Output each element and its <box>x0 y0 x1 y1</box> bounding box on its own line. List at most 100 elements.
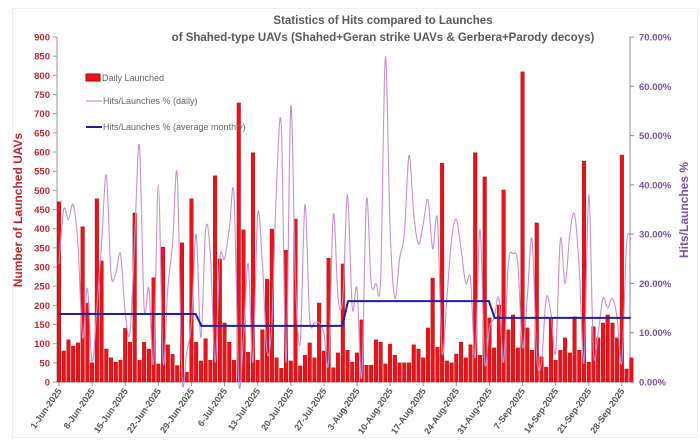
bar-daily-launched <box>402 362 407 383</box>
right-tick-label: 0.00% <box>639 378 666 389</box>
left-axis-title: Number of Launched UAVs <box>11 132 25 287</box>
x-tick-label: 17-Aug-2025 <box>389 386 428 436</box>
bar-daily-launched <box>260 329 265 383</box>
bar-daily-launched <box>274 357 279 383</box>
chart-title-line2: of Shahed-type UAVs (Shahed+Geran strike… <box>172 32 595 44</box>
left-tick-label: 250 <box>34 282 50 293</box>
bar-daily-launched <box>388 343 393 383</box>
line-average-monthly-percent <box>59 300 631 327</box>
bar-daily-launched <box>232 359 237 383</box>
x-tick-label: 27-Jul-2025 <box>292 386 328 432</box>
bar-daily-launched <box>170 354 175 383</box>
bar-daily-launched <box>378 341 383 383</box>
x-tick-label: 10-Aug-2025 <box>356 386 395 436</box>
bar-daily-launched <box>246 351 251 383</box>
bar-daily-launched <box>586 361 591 383</box>
bar-daily-launched <box>530 349 535 383</box>
bar-daily-launched <box>61 350 66 383</box>
x-tick-label: 28-Sep-2025 <box>588 386 626 435</box>
bar-daily-launched <box>66 339 71 383</box>
bar-daily-launched <box>165 344 170 383</box>
bar-daily-launched <box>473 152 478 383</box>
bar-daily-launched <box>407 362 412 383</box>
right-tick-label: 50.00% <box>639 131 672 142</box>
bar-daily-launched <box>321 350 326 383</box>
bar-daily-launched <box>118 359 123 383</box>
bar-daily-launched <box>298 365 303 383</box>
legend-swatch-bars <box>85 73 101 82</box>
left-tick-label: 500 <box>34 186 50 197</box>
right-axis-title: Hits/Launches % <box>677 162 691 258</box>
bar-daily-launched <box>563 337 568 383</box>
bar-daily-launched <box>416 348 421 383</box>
left-tick-label: 750 <box>34 90 50 101</box>
bar-daily-launched <box>421 357 426 383</box>
bar-daily-launched <box>525 327 530 383</box>
right-tick-label: 70.00% <box>639 33 672 44</box>
x-tick-label: 7-Sep-2025 <box>492 386 527 431</box>
left-tick-label: 700 <box>34 109 50 120</box>
left-tick-label: 150 <box>34 320 50 331</box>
bar-daily-launched <box>269 228 274 383</box>
left-tick-label: 800 <box>34 71 50 82</box>
bar-daily-launched <box>71 345 76 383</box>
line-daily-percent <box>58 56 632 389</box>
bar-daily-launched <box>468 344 473 383</box>
x-tick-label: 13-Jul-2025 <box>226 386 262 432</box>
x-tick-label: 6-Jul-2025 <box>196 386 229 428</box>
left-tick-label: 450 <box>34 205 50 216</box>
bar-daily-launched <box>506 329 511 383</box>
x-tick-label: 8-Jun-2025 <box>62 386 97 430</box>
bar-daily-launched <box>123 328 128 383</box>
bar-daily-launched <box>331 367 336 383</box>
right-y-axis: 0.00% 10.00% 20.00% 30.00% 40.00% 50.00% 60.00… <box>629 33 672 389</box>
bar-daily-launched <box>520 71 525 383</box>
bar-daily-launched <box>307 342 312 383</box>
bar-daily-launched <box>449 362 454 383</box>
bar-daily-launched <box>373 339 378 383</box>
bar-daily-launched <box>132 212 137 383</box>
bar-daily-launched <box>501 189 506 383</box>
bar-daily-launched <box>383 363 388 383</box>
bar-daily-launched <box>577 349 582 383</box>
bar-daily-launched <box>354 352 359 383</box>
left-tick-label: 550 <box>34 167 50 178</box>
bar-daily-launched <box>477 354 482 383</box>
daily-launched-bars <box>57 71 634 383</box>
bar-daily-launched <box>279 368 284 383</box>
bar-daily-launched <box>127 341 132 383</box>
bar-daily-launched <box>515 347 520 383</box>
bar-daily-launched <box>113 361 118 383</box>
bar-daily-launched <box>392 354 397 383</box>
bar-daily-launched <box>496 304 501 383</box>
legend-label-daily: Hits/Launches % (daily) <box>103 96 198 106</box>
x-tick-label: 14-Sep-2025 <box>522 386 560 435</box>
left-tick-label: 50 <box>39 358 50 369</box>
bar-daily-launched <box>336 352 341 383</box>
legend-label-bars: Daily Launched <box>102 73 164 83</box>
bar-daily-launched <box>544 366 549 383</box>
bar-daily-launched <box>600 322 605 383</box>
bar-daily-launched <box>558 349 563 383</box>
right-tick-label: 30.00% <box>639 230 672 241</box>
bar-daily-launched <box>208 359 213 383</box>
bar-daily-launched <box>572 316 577 383</box>
left-y-axis: 0 50 100 150 200 250 300 350 400 450 500 550 600 650 7… <box>34 33 58 389</box>
right-tick-label: 10.00% <box>639 328 672 339</box>
bar-daily-launched <box>293 218 298 383</box>
bar-daily-launched <box>397 362 402 383</box>
bar-daily-launched <box>369 364 374 383</box>
bar-daily-launched <box>255 359 260 383</box>
bar-daily-launched <box>203 338 208 383</box>
left-tick-label: 100 <box>34 339 50 350</box>
bar-daily-launched <box>425 327 430 383</box>
bar-daily-launched <box>596 337 601 383</box>
bar-daily-launched <box>250 152 255 383</box>
x-tick-label: 29-Jun-2025 <box>158 386 196 434</box>
left-tick-label: 400 <box>34 224 50 235</box>
left-tick-label: 650 <box>34 128 50 139</box>
x-tick-label: 22-Jun-2025 <box>125 386 163 434</box>
right-tick-label: 20.00% <box>639 279 672 290</box>
chart-title-line1: Statistics of Hits compared to Launches <box>273 15 492 27</box>
